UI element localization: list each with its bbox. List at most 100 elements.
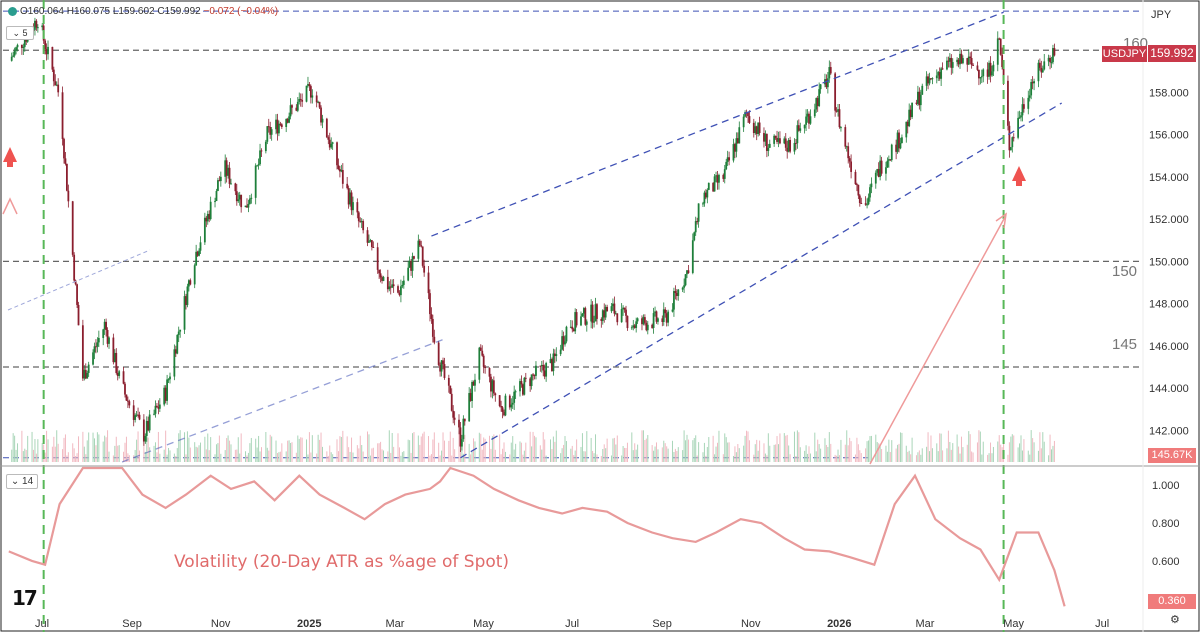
candle-body: [443, 364, 446, 378]
candle-body: [193, 265, 196, 285]
candle-body: [203, 217, 206, 243]
candle-body: [433, 336, 436, 343]
candle-body: [1030, 81, 1033, 96]
candle-body: [1033, 81, 1035, 84]
candle-body: [199, 242, 202, 251]
candle-body: [725, 161, 728, 170]
atr-legend-toggle[interactable]: ⌄ 14: [6, 474, 38, 489]
candle-body: [959, 53, 961, 65]
atr-series-line: [8, 466, 1066, 607]
candle-body: [169, 376, 171, 380]
candle-body: [988, 62, 990, 77]
candle-body: [382, 276, 385, 281]
time-tick-label: Sep: [652, 618, 672, 630]
pink-arrow-line: [869, 216, 1006, 465]
candle-body: [328, 139, 331, 148]
candle-body: [1050, 62, 1053, 64]
candle-body: [288, 116, 290, 123]
candle-body: [427, 272, 430, 294]
candle-body: [707, 182, 710, 190]
candle-body: [726, 157, 729, 162]
candle-body: [408, 260, 411, 268]
currency-label: JPY: [1151, 9, 1172, 21]
candle-body: [857, 184, 860, 196]
candle-body: [1043, 61, 1046, 70]
candle-body: [850, 161, 853, 172]
candle-body: [976, 65, 979, 70]
candle-body: [854, 171, 857, 185]
candle-body: [112, 337, 115, 363]
candle-body: [572, 329, 575, 332]
candle-body: [606, 306, 609, 312]
candle-body: [362, 221, 365, 231]
candle-body: [234, 183, 237, 192]
candle-body: [876, 169, 879, 173]
price-tick-label: 152.000: [1149, 214, 1189, 226]
candle-body: [320, 107, 322, 123]
candle-body: [83, 369, 86, 379]
faded-trendline: [7, 249, 151, 311]
candle-body: [471, 382, 473, 401]
candle-body: [386, 276, 389, 290]
candle-body: [186, 286, 189, 305]
candle-body: [105, 321, 108, 330]
candle-body: [13, 50, 16, 56]
candle-body: [752, 122, 755, 133]
candle-body: [389, 286, 392, 288]
candle-body: [1037, 62, 1040, 82]
candle-body: [767, 147, 770, 151]
candle-body: [818, 89, 821, 107]
main-legend-toggle[interactable]: ⌄ 5: [6, 26, 34, 40]
candle-body: [886, 160, 889, 168]
settings-icon[interactable]: ⚙: [1170, 614, 1180, 626]
candle-body: [308, 84, 311, 87]
candle-body: [391, 284, 394, 288]
candle-body: [1028, 95, 1031, 98]
candle-body: [289, 105, 292, 117]
candle-body: [195, 251, 198, 266]
candle-body: [643, 317, 646, 323]
candle-body: [603, 310, 606, 318]
candle-body: [523, 377, 526, 395]
candle-body: [417, 240, 420, 259]
candle-body: [856, 184, 858, 186]
candle-body: [684, 274, 687, 286]
candle-body: [661, 318, 664, 322]
candle-body: [816, 98, 819, 107]
candle-body: [103, 321, 106, 330]
candle-body: [418, 240, 421, 246]
candle-body: [533, 375, 536, 377]
candle-body: [280, 124, 283, 127]
candle-body: [305, 85, 308, 102]
candle-body: [665, 313, 668, 323]
candle-body: [938, 72, 941, 79]
candle-body: [240, 194, 243, 208]
candle-body: [941, 68, 944, 70]
candle-body: [449, 385, 452, 394]
candle-body: [645, 322, 648, 331]
candle-body: [468, 393, 471, 422]
main-legend-value: 5: [22, 28, 28, 38]
candle-body: [565, 326, 568, 342]
candle-body: [590, 304, 593, 322]
candle-body: [966, 58, 969, 65]
candle-body: [600, 318, 603, 321]
candle-body: [715, 175, 717, 177]
candle-body: [616, 313, 619, 323]
candle-body: [429, 293, 431, 315]
candle-body: [594, 304, 597, 322]
candle-body: [858, 195, 861, 203]
candle-body: [662, 309, 665, 322]
candle-body: [947, 60, 950, 62]
candle-body: [575, 312, 578, 326]
candle-body: [227, 167, 229, 176]
symbol-dot-icon: [8, 6, 17, 16]
candle-body: [357, 212, 360, 222]
candle-body: [1020, 115, 1022, 118]
time-tick-label: May: [1003, 618, 1024, 630]
candle-body: [667, 311, 670, 323]
candle-body: [748, 116, 751, 123]
candle-body: [260, 150, 263, 152]
candle-body: [585, 321, 588, 325]
candle-body: [174, 349, 177, 354]
